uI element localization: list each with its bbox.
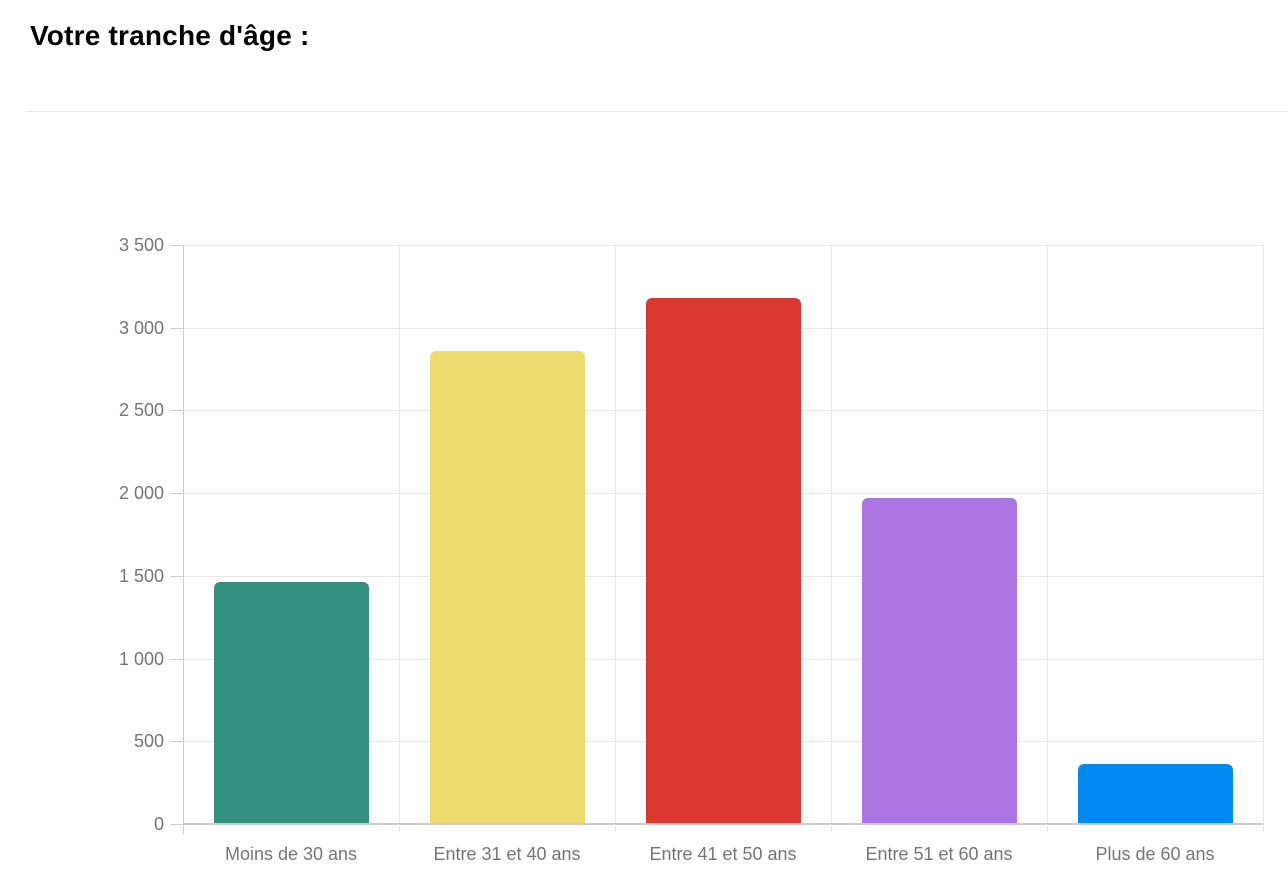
chart-bar: [861, 498, 1017, 824]
chart-bar: [213, 582, 369, 824]
y-tick-label: 2 000: [118, 483, 164, 504]
y-axis-tick: [170, 824, 183, 825]
y-axis-tick: [170, 327, 183, 329]
v-gridline: [1047, 245, 1048, 824]
x-tick-label: Moins de 30 ans: [224, 844, 358, 864]
y-axis-line: [183, 245, 184, 834]
x-axis-tick: [831, 824, 832, 832]
y-axis-tick: [170, 410, 183, 412]
chart-bar: [429, 350, 585, 824]
y-tick-label: 1 000: [118, 648, 164, 669]
x-axis-tick: [399, 824, 400, 832]
x-axis-tick: [1263, 824, 1264, 832]
y-tick-label: 0: [153, 814, 164, 834]
x-tick-label: Entre 31 et 40 ans: [433, 844, 581, 864]
chart-bar: [1077, 764, 1233, 824]
x-axis-tick: [615, 824, 616, 832]
x-tick-label: Entre 51 et 60 ans: [865, 844, 1013, 864]
x-axis-line: [183, 823, 1263, 825]
x-axis-tick: [1047, 824, 1048, 832]
section-divider: [26, 111, 1288, 112]
y-tick-label: 3 000: [118, 317, 164, 338]
y-axis-tick: [170, 575, 183, 577]
y-axis-tick: [170, 658, 183, 660]
y-axis-tick: [170, 493, 183, 495]
chart-plot-area: 0 500 1 000 1 500 2 000 2 500 3 000 3 500 Moins …: [119, 235, 1264, 864]
v-gridline: [615, 245, 616, 824]
x-tick-label: Plus de 60 ans: [1095, 844, 1215, 864]
v-gridline: [399, 245, 400, 824]
y-axis-tick: [170, 245, 183, 246]
y-axis-tick: [170, 741, 183, 743]
x-tick-label: Entre 41 et 50 ans: [649, 844, 797, 864]
v-gridline: [831, 245, 832, 824]
y-tick-label: 500: [133, 731, 164, 752]
y-tick-label: 3 500: [118, 235, 164, 255]
chart-bar: [645, 297, 801, 824]
y-tick-label: 1 500: [118, 565, 164, 586]
h-gridline: [183, 245, 1263, 246]
y-tick-label: 2 500: [118, 400, 164, 421]
v-gridline: [1263, 245, 1264, 824]
page-title: Votre tranche d'âge :: [30, 20, 310, 51]
